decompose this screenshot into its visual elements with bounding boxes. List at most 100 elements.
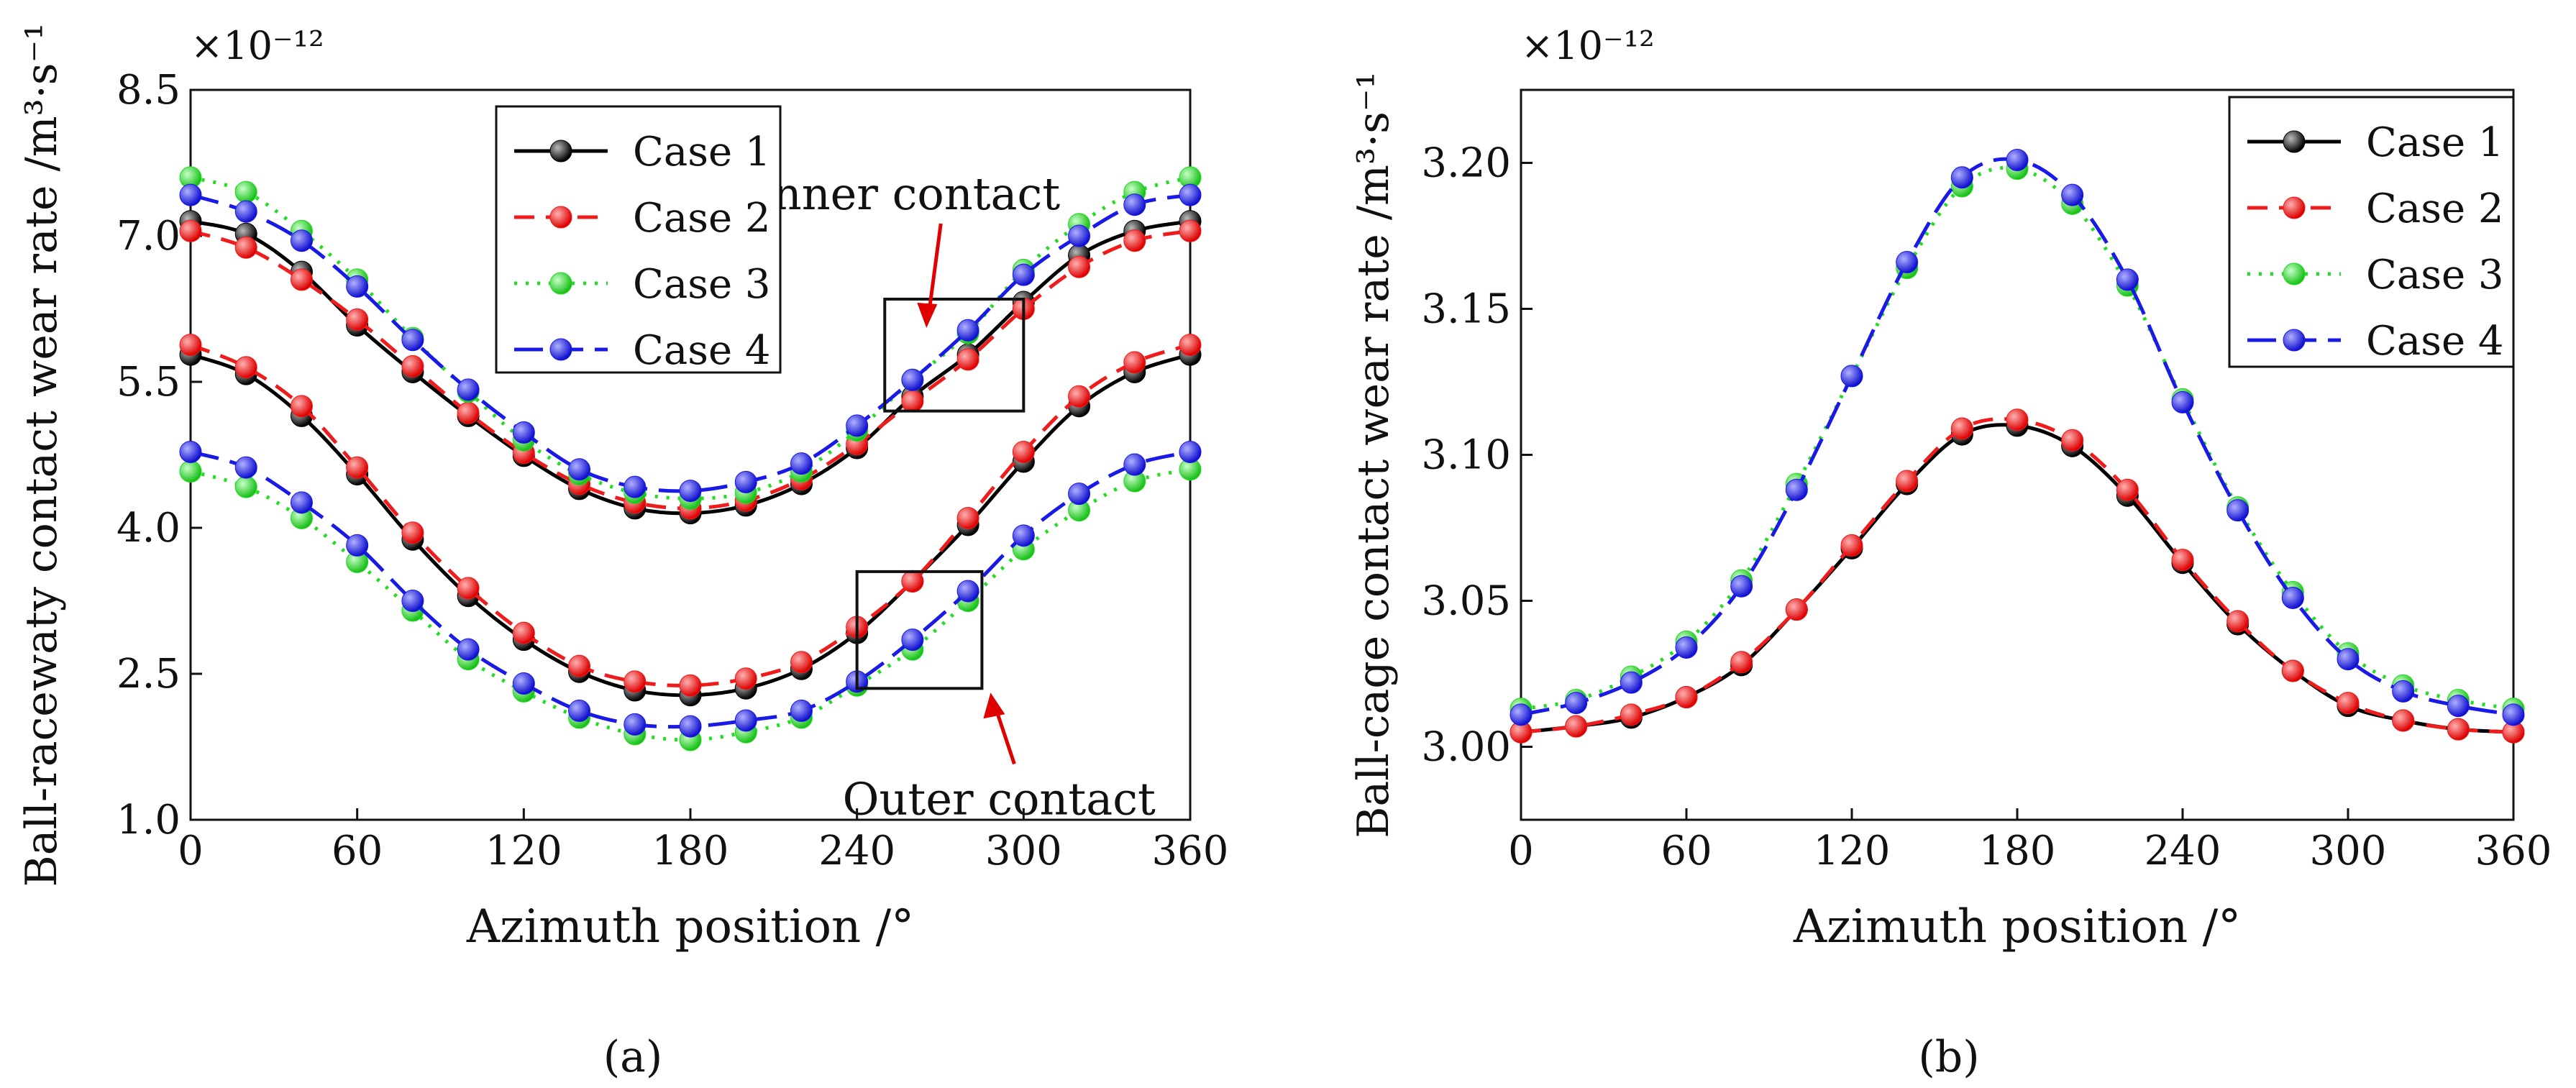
data-point (1179, 219, 1202, 242)
data-point (2171, 549, 2194, 572)
data-point (1068, 385, 1091, 408)
data-point (2392, 709, 2415, 732)
data-point (734, 470, 757, 493)
legend-label: Case 3 (633, 261, 771, 308)
data-point (2061, 183, 2084, 206)
legend-entry: Case 1 (514, 129, 771, 175)
data-point (234, 200, 257, 223)
series-case-2 (1509, 408, 2525, 744)
y-tick-label: 7.0 (117, 213, 181, 260)
x-tick-label: 240 (2145, 828, 2221, 874)
series-case-4-outer (179, 440, 1202, 738)
legend-label: Case 4 (2366, 318, 2504, 365)
data-point (401, 590, 424, 612)
y-tick-label: 2.5 (117, 651, 181, 698)
series-case-2-outer (179, 334, 1202, 697)
x-tick-label: 60 (1661, 828, 1712, 874)
data-point (290, 491, 313, 514)
data-point (956, 580, 979, 603)
x-axis-label: Azimuth position /° (1793, 900, 2241, 954)
data-point (956, 506, 979, 529)
x-tick-label: 120 (1814, 828, 1891, 874)
data-point (2171, 390, 2194, 413)
legend-marker (549, 140, 572, 163)
legend-label: Case 2 (2366, 186, 2504, 232)
y-tick-label: 3.15 (1421, 286, 1511, 333)
y-tick-label: 4.0 (117, 505, 181, 552)
data-point (1896, 470, 1919, 493)
data-point (1068, 224, 1091, 247)
annotation-arrowhead-inner (917, 302, 938, 328)
data-point (401, 521, 424, 544)
data-point (2337, 692, 2360, 715)
data-point (901, 390, 924, 413)
series-line (1520, 417, 2514, 734)
data-point (1179, 183, 1202, 206)
data-point (1565, 715, 1588, 738)
data-point (346, 456, 369, 479)
data-point (346, 308, 369, 331)
data-point (512, 672, 535, 695)
data-point (734, 667, 757, 690)
x-tick-label: 360 (2475, 828, 2552, 874)
x-tick-label: 300 (985, 828, 1062, 874)
data-point (457, 378, 480, 401)
legend-entry: Case 2 (2247, 186, 2504, 232)
data-point (1675, 636, 1698, 659)
x-tick-label: 60 (332, 828, 383, 874)
data-point (790, 651, 813, 674)
data-point (1675, 685, 1698, 708)
data-point (734, 709, 757, 732)
data-point (234, 236, 257, 259)
data-point (679, 480, 702, 503)
data-point (1785, 598, 1808, 621)
annotation-box (883, 297, 1026, 413)
x-tick-label: 240 (818, 828, 895, 874)
data-point (1179, 334, 1202, 357)
annotation-arrowhead-outer (983, 692, 1005, 719)
legend-marker (2283, 262, 2306, 285)
data-point (179, 334, 202, 357)
data-point (2226, 499, 2250, 522)
legend-label: Case 2 (633, 195, 771, 242)
x-tick-label: 360 (1152, 828, 1229, 874)
data-point (790, 452, 813, 475)
axis-scale-label: ×10⁻¹² (191, 23, 324, 68)
data-point (234, 356, 257, 379)
data-point (1179, 440, 1202, 463)
data-point (956, 348, 979, 371)
y-tick-label: 8.5 (117, 67, 181, 114)
legend-label: Case 3 (2366, 252, 2504, 298)
annotation-label-inner: Inner contact (755, 168, 1060, 220)
data-point (1620, 703, 1643, 726)
x-tick-label: 180 (1979, 828, 2056, 874)
legend-label: Case 1 (2366, 119, 2504, 166)
legend-entry: Case 2 (514, 195, 771, 242)
data-point (1785, 478, 1808, 501)
data-point (2281, 586, 2304, 609)
series-case-4 (1509, 148, 2525, 726)
data-point (846, 414, 869, 437)
data-point (1012, 524, 1035, 547)
data-point (901, 628, 924, 652)
data-point (624, 670, 647, 693)
data-point (1896, 251, 1919, 274)
panel-label: (b) (1918, 1032, 1979, 1082)
data-point (568, 654, 591, 677)
y-tick-label: 3.05 (1421, 578, 1511, 625)
x-tick-label: 180 (652, 828, 729, 874)
data-point (1509, 703, 1533, 726)
y-tick-label: 1.0 (117, 797, 181, 844)
series-line (1520, 423, 2514, 734)
data-point (1012, 263, 1035, 286)
series-case-1 (1509, 414, 2525, 744)
legend: Case 1 Case 2 Case 3 Case 4 (495, 105, 782, 374)
x-tick-label: 120 (485, 828, 562, 874)
data-point (234, 475, 257, 498)
data-point (290, 229, 313, 252)
x-tick-label: 0 (178, 828, 204, 874)
data-point (2447, 695, 2470, 718)
data-point (179, 460, 202, 483)
y-tick-label: 3.00 (1421, 724, 1511, 771)
y-axis-label: Ball-racewaty contact wear rate /m³·s⁻¹ (17, 23, 67, 887)
